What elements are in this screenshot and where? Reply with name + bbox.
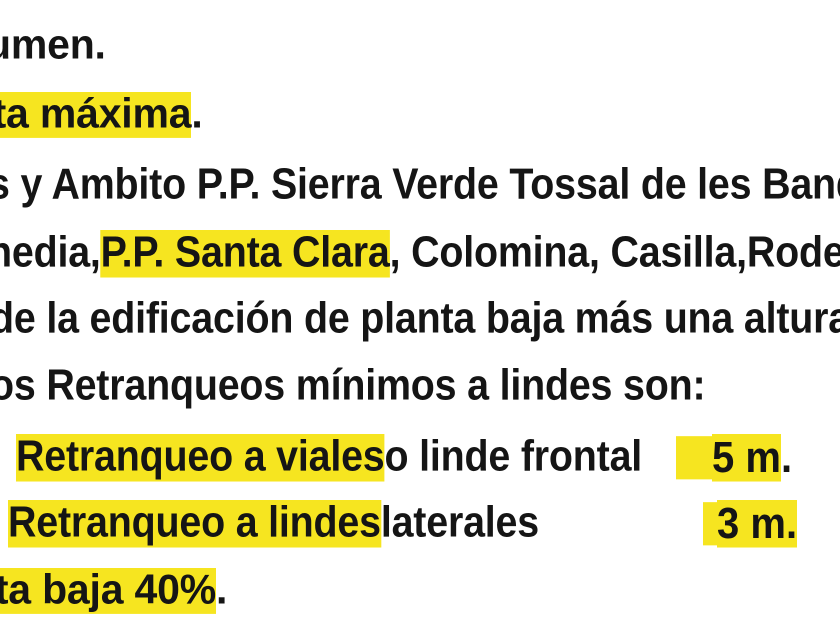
text-line-1: umen. [0,20,106,68]
text-line-4: nedia,P.P. Santa Clara, Colomina, Casill… [0,230,840,278]
text-line-2: eta máxima. [0,92,203,138]
text-line-3: s y Ambito P.P. Sierra Verde Tossal de l… [0,163,840,206]
measurement-lateral-number: 3 m [717,500,786,548]
highlight-swatch-frontal [676,436,712,480]
measurement-frontal-period: . [780,434,793,482]
line-7-segment-highlighted: Retranqueo a viales [16,432,385,482]
line-2-segment-highlighted: eta máxima [0,92,192,138]
measurement-lateral-period: . [785,500,798,548]
text-line-6: os Retranqueos mínimos a lindes son: [0,361,706,410]
highlight-swatch-lateral [703,502,717,546]
line-1-segment-plain: umen. [0,20,106,68]
line-6-segment-plain: os Retranqueos mínimos a lindes son: [0,361,706,410]
text-line-7: Retranqueo a viales o linde frontal [16,434,642,482]
line-4-segment-highlighted: P.P. Santa Clara [100,228,390,278]
line-4-segment-suffix: , Colomina, Casilla,Rodet [389,228,840,277]
line-5-segment-plain: de la edificación de planta baja más una… [0,294,840,343]
text-line-5: de la edificación de planta baja más una… [0,297,840,340]
line-8-segment-highlighted: Retranqueo a lindes [8,498,381,548]
line-9-segment-highlighted: nta baja 40% [0,568,216,614]
line-2-segment-plain: . [191,89,203,137]
line-4-segment-prefix: nedia, [0,228,101,277]
line-3-segment-plain: s y Ambito P.P. Sierra Verde Tossal de l… [0,160,840,209]
measurement-frontal-number: 5 m [712,434,781,482]
text-line-8: Retranqueo a lindes laterales [8,500,539,548]
line-7-segment-plain: o linde frontal [384,432,643,481]
measurement-value-frontal: 5 m. [676,434,792,483]
text-line-9: nta baja 40%. [0,568,227,614]
line-9-segment-plain: . [215,565,228,613]
line-8-segment-plain: laterales [380,498,539,547]
measurement-value-lateral: 3 m. [703,500,798,549]
